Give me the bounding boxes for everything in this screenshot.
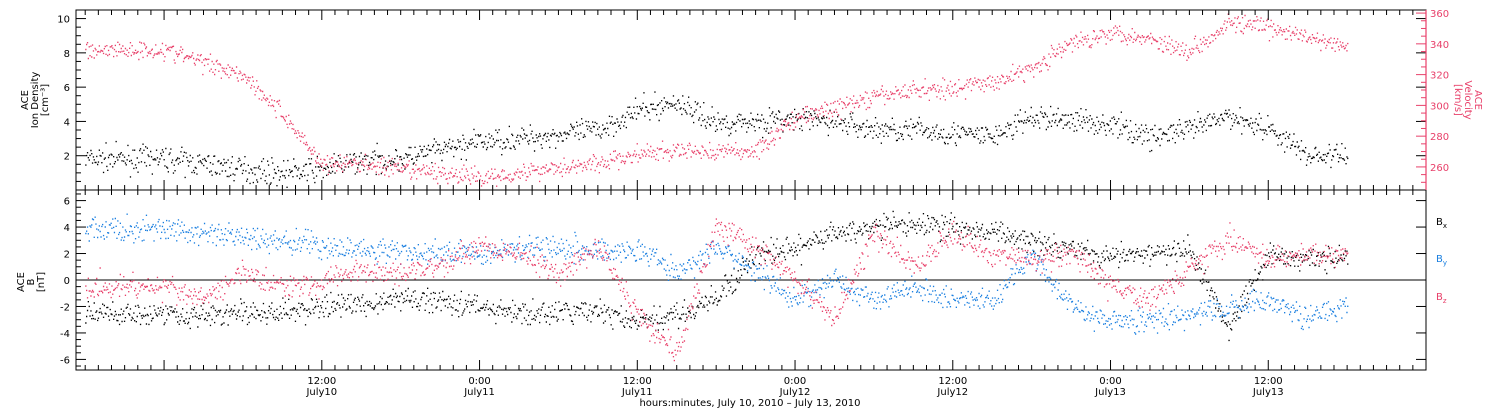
top-ytick-label: 10: [57, 15, 70, 26]
top-right-ylabel-line1: ACE: [1472, 90, 1483, 110]
top-ytick-label: 2: [64, 152, 70, 163]
xtick-time-label: 0:00: [784, 376, 806, 387]
bottom-ytick-label: 0: [64, 276, 70, 287]
top-right-ylabel-line2: Velocity: [1462, 80, 1473, 119]
xtick-time-label: 0:00: [468, 376, 490, 387]
series-by-points: [85, 213, 1349, 335]
series-bz-points: [85, 218, 1349, 362]
top-panel-data: [85, 13, 1349, 188]
xtick-date-label: July11: [621, 387, 653, 398]
xtick-time-label: 12:00: [307, 376, 336, 387]
top-ylabel-line2: Ion Density: [30, 72, 41, 129]
top-right-ytick-label: 280: [1430, 132, 1449, 143]
bottom-ylabel-line2: B: [26, 278, 37, 285]
top-right-ytick-label: 320: [1430, 71, 1449, 82]
top-ylabel-line1: ACE: [20, 90, 31, 110]
bottom-ytick-label: 6: [64, 197, 70, 208]
legend-bx: Bx: [1436, 217, 1447, 230]
bottom-ytick-label: -6: [60, 355, 70, 366]
xtick-date-label: July12: [936, 387, 968, 398]
bottom-ylabel-line3: [nT]: [36, 272, 47, 292]
top-ytick-label: 8: [64, 49, 70, 60]
axes: 246810260280300320340360-6-4-2024612:00J…: [57, 9, 1449, 398]
series-velocity-points: [85, 13, 1349, 187]
xtick-date-label: July13: [1094, 387, 1126, 398]
bottom-ytick-label: 2: [64, 250, 70, 261]
xtick-date-label: July10: [305, 387, 337, 398]
top-right-ylabel-line3: [km/s]: [1452, 84, 1463, 116]
top-ytick-label: 6: [64, 83, 70, 94]
xtick-date-label: July11: [463, 387, 495, 398]
bottom-ylabel-line1: ACE: [16, 272, 27, 292]
xtick-time-label: 12:00: [623, 376, 652, 387]
xtick-time-label: 0:00: [1099, 376, 1121, 387]
bottom-ytick-label: -4: [60, 329, 70, 340]
xtick-date-label: July12: [779, 387, 811, 398]
xtick-time-label: 12:00: [1254, 376, 1283, 387]
top-ytick-label: 4: [64, 117, 70, 128]
x-axis-label: hours:minutes, July 10, 2010 – July 13, …: [639, 398, 860, 409]
bottom-ytick-label: 4: [64, 223, 70, 234]
bottom-panel-data: [76, 210, 1426, 362]
xtick-time-label: 12:00: [938, 376, 967, 387]
top-right-ytick-label: 260: [1430, 163, 1449, 174]
bottom-ytick-label: -2: [60, 302, 70, 313]
top-right-ytick-label: 340: [1430, 40, 1449, 51]
xtick-date-label: July13: [1252, 387, 1284, 398]
legend-bz: Bz: [1436, 292, 1447, 305]
series-density-points: [85, 91, 1349, 188]
legend-by: By: [1436, 254, 1447, 267]
top-ylabel-line3: [cm⁻³]: [40, 84, 51, 116]
top-right-ytick-label: 360: [1430, 9, 1449, 20]
top-right-ytick-label: 300: [1430, 101, 1449, 112]
